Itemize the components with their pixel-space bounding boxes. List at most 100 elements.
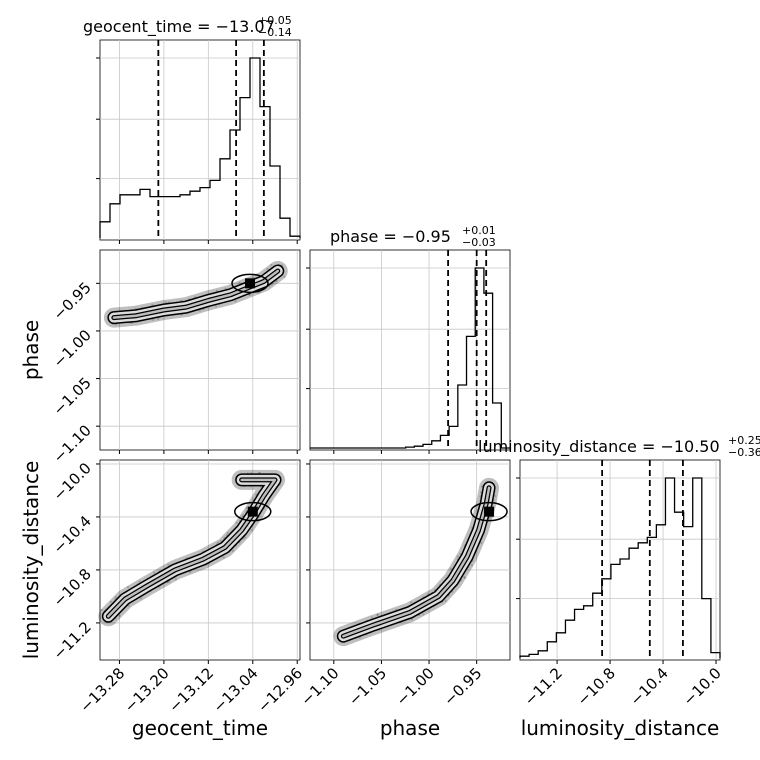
sample-point: [219, 540, 223, 543]
sample-point: [243, 536, 247, 539]
sample-point: [266, 268, 269, 271]
sample-point: [463, 575, 466, 579]
y-tick-label: −10.8: [50, 565, 95, 610]
contour-peak-ring: [231, 273, 269, 294]
sample-point: [215, 289, 219, 292]
sample-point: [126, 585, 130, 589]
contour-fill: [338, 482, 495, 642]
sample-point: [470, 564, 474, 567]
contour-peak-ring: [234, 501, 272, 522]
density-peak: [245, 278, 255, 289]
title-phase: phase = −0.95: [330, 227, 451, 246]
sample-point: [216, 541, 220, 544]
sample-point: [463, 576, 467, 580]
y-tick-label: −1.05: [50, 374, 95, 419]
sample-point: [283, 275, 286, 278]
sample-point: [376, 613, 379, 617]
x-tick-label: −1.10: [297, 664, 342, 709]
x-tick-label: −10.4: [627, 664, 672, 709]
density-peak: [484, 506, 495, 517]
sample-point: [422, 613, 425, 616]
title-luminosity-distance-sup: +0.25: [728, 434, 760, 447]
x-tick-label: −13.12: [165, 664, 217, 716]
sample-point: [410, 618, 413, 621]
sample-point: [156, 317, 160, 321]
sample-point: [241, 514, 244, 517]
sample-point: [167, 563, 170, 566]
title-geocent-time-sub: −0.14: [258, 26, 292, 39]
sample-point: [139, 597, 143, 600]
x-tick-label: −11.2: [521, 664, 566, 709]
y-tick-label: −1.00: [50, 326, 95, 371]
sample-point: [127, 604, 130, 608]
contour-core: [107, 478, 277, 618]
x-tick-label: −1.00: [393, 664, 438, 709]
sample-point: [250, 529, 253, 532]
xlabel-geocent-time: geocent_time: [132, 716, 268, 740]
sample-point: [456, 555, 459, 558]
sample-point: [138, 580, 141, 583]
sample-point: [376, 613, 380, 616]
geocent-time-histogram: [99, 57, 301, 238]
sample-point: [226, 531, 229, 535]
panel-frame: [99, 39, 301, 241]
panel-frame: [519, 459, 721, 661]
x-tick-label: −1.05: [345, 664, 390, 709]
sample-point: [174, 578, 178, 581]
y-tick-label: −10.4: [50, 512, 95, 557]
sample-point: [118, 614, 121, 617]
density-peak: [247, 506, 258, 517]
title-geocent-time-sup: +0.05: [258, 14, 292, 27]
sample-point: [444, 599, 447, 603]
sample-point: [151, 318, 154, 321]
sample-point: [449, 567, 453, 570]
sample-point: [370, 616, 374, 619]
sample-point: [100, 608, 103, 612]
x-tick-label: −13.28: [76, 664, 128, 716]
sample-point: [480, 541, 483, 544]
phase-histogram: [310, 267, 510, 449]
contour-core: [342, 486, 491, 638]
title-phase-sub: −0.03: [462, 236, 496, 249]
panel-frame: [309, 459, 511, 661]
y-tick-label: −1.10: [50, 421, 95, 466]
panels-group: −0.95−1.00−1.05−1.10−13.28−13.20−13.12−1…: [50, 39, 725, 716]
contour-core: [112, 269, 280, 319]
title-luminosity-distance-sub: −0.36: [728, 446, 760, 459]
x-tick-label: −0.95: [440, 664, 485, 709]
sample-point: [275, 279, 278, 283]
title-geocent-time: geocent_time = −13.07: [83, 17, 275, 37]
sample-point: [410, 601, 413, 604]
xlabel-luminosity-distance: luminosity_distance: [521, 716, 720, 740]
x-tick-label: −12.96: [254, 664, 306, 716]
sample-point: [198, 309, 201, 312]
x-tick-label: −13.04: [210, 664, 262, 716]
sample-point: [235, 521, 238, 524]
x-tick-label: −10.8: [574, 664, 619, 709]
sample-point: [231, 549, 234, 552]
sample-point: [222, 556, 225, 559]
sample-point: [245, 506, 248, 510]
sample-point: [480, 485, 484, 488]
title-phase-sup: +0.01: [462, 224, 496, 237]
ylabel-phase: phase: [19, 320, 43, 380]
panel-frame: [99, 459, 301, 661]
panel-frame: [309, 249, 511, 451]
x-tick-label: −10.0: [680, 664, 725, 709]
sample-point: [151, 303, 154, 306]
panel-frame: [99, 249, 301, 451]
sample-point: [270, 263, 273, 267]
y-tick-label: −10.0: [50, 459, 95, 504]
title-luminosity-distance: luminosity_distance = −10.50: [478, 437, 720, 457]
sample-point: [238, 281, 241, 284]
sample-point: [109, 600, 113, 603]
luminosity-distance-histogram: [519, 477, 721, 658]
ylabel-luminosity-distance: luminosity_distance: [19, 461, 43, 660]
xlabel-phase: phase: [380, 716, 440, 740]
contour-peak-ring: [470, 501, 508, 522]
sample-point: [255, 493, 258, 496]
sample-point: [164, 301, 168, 304]
y-tick-label: −11.2: [50, 618, 95, 663]
x-tick-label: −13.20: [121, 664, 173, 716]
